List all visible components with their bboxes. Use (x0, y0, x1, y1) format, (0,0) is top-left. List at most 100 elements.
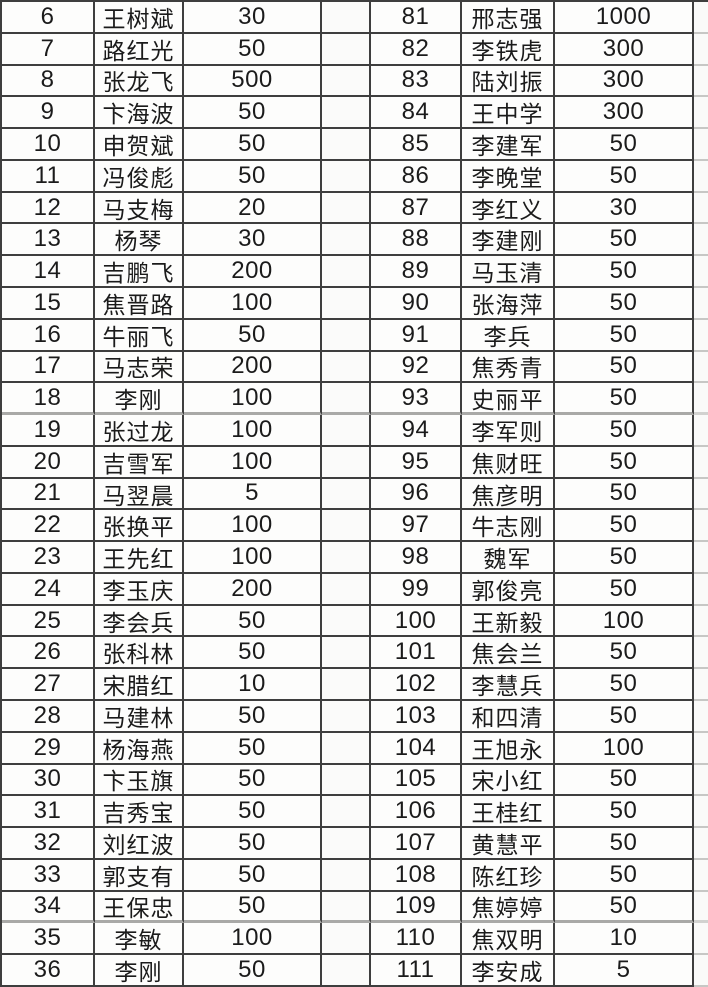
right-name-cell: 李红义 (462, 192, 555, 225)
right-amount-cell: 50 (555, 701, 694, 733)
left-row-number-cell: 21 (2, 478, 95, 511)
right-name-cell: 焦秀青 (462, 351, 555, 384)
left-row-number-cell: 20 (2, 446, 95, 479)
empty-gap-cell (322, 859, 371, 892)
left-amount-cell: 50 (184, 97, 322, 130)
right-edge-sliver-cell (694, 319, 708, 352)
right-row-number-cell: 101 (371, 637, 462, 670)
left-amount-cell: 50 (184, 129, 322, 161)
empty-gap-cell (322, 97, 371, 130)
left-amount-cell: 50 (184, 33, 322, 66)
right-name-cell: 李安成 (462, 955, 555, 987)
right-edge-sliver-cell (694, 859, 708, 892)
right-amount-cell: 50 (555, 160, 694, 193)
right-edge-sliver-cell (694, 478, 708, 511)
left-name-cell: 马翌晨 (95, 478, 184, 511)
right-edge-sliver-cell (694, 446, 708, 479)
left-name-cell: 焦晋路 (95, 287, 184, 320)
left-amount-cell: 50 (184, 955, 322, 987)
empty-gap-cell (322, 510, 371, 543)
left-name-cell: 卞玉旗 (95, 764, 184, 797)
left-row-number-cell: 28 (2, 701, 95, 733)
right-edge-sliver-cell (694, 33, 708, 66)
left-name-cell: 张换平 (95, 510, 184, 543)
right-edge-sliver-cell (694, 2, 708, 34)
left-amount-cell: 100 (184, 287, 322, 320)
empty-gap-cell (322, 828, 371, 860)
right-amount-cell: 300 (555, 97, 694, 130)
empty-gap-cell (322, 701, 371, 733)
right-amount-cell: 50 (555, 287, 694, 320)
right-row-number-cell: 93 (371, 383, 462, 416)
left-name-cell: 马支梅 (95, 192, 184, 225)
left-amount-cell: 100 (184, 446, 322, 479)
right-amount-cell: 300 (555, 33, 694, 66)
empty-gap-cell (322, 796, 371, 829)
empty-gap-cell (322, 764, 371, 797)
empty-gap-cell (322, 383, 371, 416)
left-row-number-cell: 10 (2, 129, 95, 161)
right-amount-cell: 50 (555, 859, 694, 892)
empty-gap-cell (322, 891, 371, 924)
right-row-number-cell: 83 (371, 65, 462, 98)
empty-gap-cell (322, 351, 371, 384)
empty-gap-cell (322, 65, 371, 98)
left-name-cell: 李敏 (95, 923, 184, 956)
empty-gap-cell (322, 319, 371, 352)
right-row-number-cell: 85 (371, 129, 462, 161)
right-amount-cell: 100 (555, 605, 694, 638)
empty-gap-cell (322, 224, 371, 257)
right-name-cell: 张海萍 (462, 287, 555, 320)
right-name-cell: 李建军 (462, 129, 555, 161)
right-row-number-cell: 111 (371, 955, 462, 987)
left-row-number-cell: 22 (2, 510, 95, 543)
left-amount-cell: 50 (184, 160, 322, 193)
right-row-number-cell: 100 (371, 605, 462, 638)
right-name-cell: 李建刚 (462, 224, 555, 257)
left-row-number-cell: 32 (2, 828, 95, 860)
right-name-cell: 宋小红 (462, 764, 555, 797)
right-name-cell: 陈红珍 (462, 859, 555, 892)
empty-gap-cell (322, 605, 371, 638)
right-edge-sliver-cell (694, 828, 708, 860)
right-amount-cell: 50 (555, 256, 694, 288)
right-name-cell: 焦财旺 (462, 446, 555, 479)
right-row-number-cell: 110 (371, 923, 462, 956)
right-row-number-cell: 102 (371, 669, 462, 702)
empty-gap-cell (322, 637, 371, 670)
right-name-cell: 王中学 (462, 97, 555, 130)
left-row-number-cell: 35 (2, 923, 95, 956)
right-edge-sliver-cell (694, 891, 708, 924)
right-name-cell: 魏军 (462, 542, 555, 574)
right-amount-cell: 30 (555, 192, 694, 225)
right-edge-sliver-cell (694, 510, 708, 543)
left-row-number-cell: 6 (2, 2, 95, 34)
right-edge-sliver-cell (694, 701, 708, 733)
left-amount-cell: 100 (184, 383, 322, 416)
left-row-number-cell: 14 (2, 256, 95, 288)
left-name-cell: 李刚 (95, 383, 184, 416)
right-name-cell: 和四清 (462, 701, 555, 733)
right-name-cell: 马玉清 (462, 256, 555, 288)
left-row-number-cell: 23 (2, 542, 95, 574)
right-name-cell: 焦彦明 (462, 478, 555, 511)
empty-gap-cell (322, 160, 371, 193)
right-row-number-cell: 94 (371, 415, 462, 447)
left-amount-cell: 50 (184, 828, 322, 860)
right-amount-cell: 50 (555, 637, 694, 670)
right-amount-cell: 50 (555, 796, 694, 829)
right-name-cell: 王旭永 (462, 732, 555, 765)
left-amount-cell: 50 (184, 891, 322, 924)
left-name-cell: 李会兵 (95, 605, 184, 638)
right-amount-cell: 5 (555, 955, 694, 987)
left-row-number-cell: 33 (2, 859, 95, 892)
left-name-cell: 郭支有 (95, 859, 184, 892)
right-row-number-cell: 84 (371, 97, 462, 130)
right-row-number-cell: 97 (371, 510, 462, 543)
right-row-number-cell: 98 (371, 542, 462, 574)
right-edge-sliver-cell (694, 224, 708, 257)
right-row-number-cell: 86 (371, 160, 462, 193)
left-name-cell: 申贺斌 (95, 129, 184, 161)
empty-gap-cell (322, 923, 371, 956)
